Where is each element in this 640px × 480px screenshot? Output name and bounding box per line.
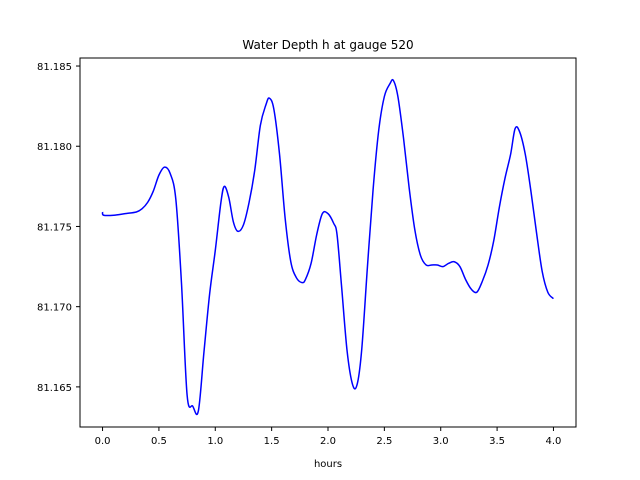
x-tick-label: 1.5 — [264, 436, 280, 447]
x-tick-label: 3.0 — [433, 436, 449, 447]
x-axis-label: hours — [314, 459, 342, 470]
y-tick-label: 81.165 — [37, 383, 72, 394]
x-tick-label: 3.5 — [489, 436, 505, 447]
x-tick-label: 2.5 — [376, 436, 392, 447]
x-tick-label: 2.0 — [320, 436, 336, 447]
chart-title: Water Depth h at gauge 520 — [242, 38, 413, 52]
y-axis-ticks: 81.165 81.170 81.175 81.180 81.185 — [37, 62, 80, 394]
x-axis-ticks: 0.0 0.5 1.0 1.5 2.0 2.5 3.0 3.5 4.0 — [95, 427, 562, 447]
x-tick-label: 4.0 — [546, 436, 562, 447]
x-tick-label: 0.0 — [95, 436, 111, 447]
y-tick-label: 81.185 — [37, 62, 72, 73]
x-tick-label: 0.5 — [151, 436, 167, 447]
axes-frame — [79, 57, 577, 428]
y-tick-label: 81.180 — [37, 142, 72, 153]
plot-area — [101, 78, 555, 416]
x-tick-label: 1.0 — [207, 436, 223, 447]
series-line — [101, 78, 555, 416]
y-tick-label: 81.170 — [37, 303, 72, 314]
y-tick-label: 81.175 — [37, 222, 72, 233]
